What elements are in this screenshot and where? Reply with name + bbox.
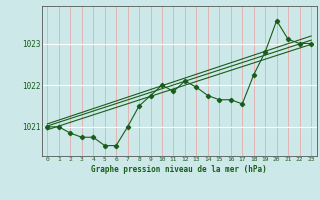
- X-axis label: Graphe pression niveau de la mer (hPa): Graphe pression niveau de la mer (hPa): [91, 165, 267, 174]
